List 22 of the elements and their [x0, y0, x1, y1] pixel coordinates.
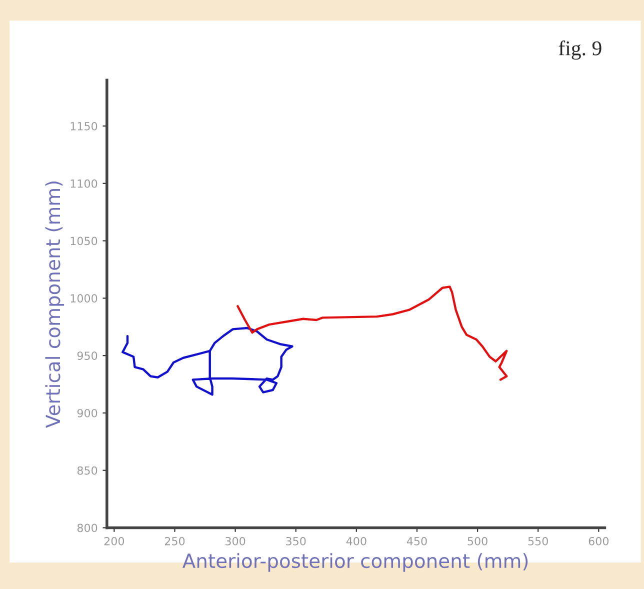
- x-tick-label: 400: [346, 536, 366, 546]
- x-tick-label: 600: [588, 536, 609, 546]
- y-tick-label: 1100: [70, 179, 98, 188]
- y-tick-label: 1000: [70, 294, 98, 303]
- y-tick-label: 1050: [70, 236, 98, 246]
- x-tick-label: 200: [104, 536, 124, 546]
- y-tick-label: 1150: [70, 122, 98, 130]
- x-tick-label: 350: [286, 536, 306, 546]
- x-tick-label: 250: [164, 536, 185, 546]
- y-tick-label: 800: [77, 524, 98, 532]
- y-axis-title: Vertical component (mm): [45, 181, 64, 428]
- line-series: [236, 286, 508, 381]
- caption: fig. 9: [558, 40, 602, 60]
- y-tick-label: 900: [77, 408, 98, 418]
- x-axis-title: Anterior-posterior component (mm): [182, 553, 528, 572]
- y-tick-label: 950: [77, 352, 98, 360]
- line-series: [122, 326, 294, 396]
- x-tick-label: 550: [528, 536, 548, 546]
- x-tick-label: 450: [406, 536, 427, 546]
- y-tick-label: 850: [77, 466, 98, 475]
- x-tick-label: 300: [226, 536, 246, 546]
- x-tick-label: 500: [468, 536, 488, 546]
